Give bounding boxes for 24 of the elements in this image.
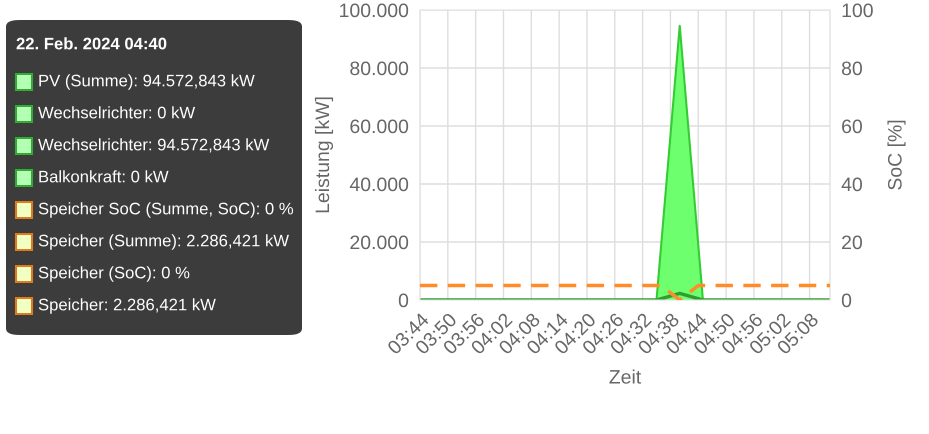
text: PV (Summe): 94.572,843 kW (39, 74, 255, 90)
y2-tick-label: 100 (842, 3, 873, 18)
text: Speicher: 2.286,421 kW (38, 298, 216, 314)
y-tick-label: 60.000 (350, 119, 408, 134)
text: 22. Feb. 2024 04:40 (16, 37, 166, 50)
y-tick-label: 80.000 (350, 61, 408, 76)
y2-tick-label: 80 (842, 61, 862, 76)
text: Speicher (SoC): 0 % (38, 266, 190, 282)
y2-axis-title: SoC [%] (887, 120, 906, 190)
y-tick-label: 20.000 (350, 235, 408, 250)
text: Wechselrichter: 0 kW (38, 106, 196, 118)
y2-tick-label: 0 (842, 293, 852, 308)
y-tick-label: 100.000 (340, 3, 408, 18)
y-tick-label: 40.000 (350, 177, 408, 192)
y2-tick-label: 60 (842, 119, 862, 134)
y-axis-title: Leistung [kW] (314, 97, 334, 212)
y2-tick-label: 20 (842, 235, 862, 250)
x-axis-title: Zeit (609, 369, 642, 384)
text: Wechselrichter: 94.572,843 kW (38, 138, 270, 152)
y2-tick-label: 40 (842, 177, 862, 192)
text: Balkonkraft: 0 kW (39, 170, 169, 182)
text: Speicher SoC (Summe, SoC): 0 % (38, 202, 294, 218)
text: Speicher (Summe): 2.286,421 kW (38, 234, 289, 250)
y-tick-label: 0 (398, 293, 408, 308)
